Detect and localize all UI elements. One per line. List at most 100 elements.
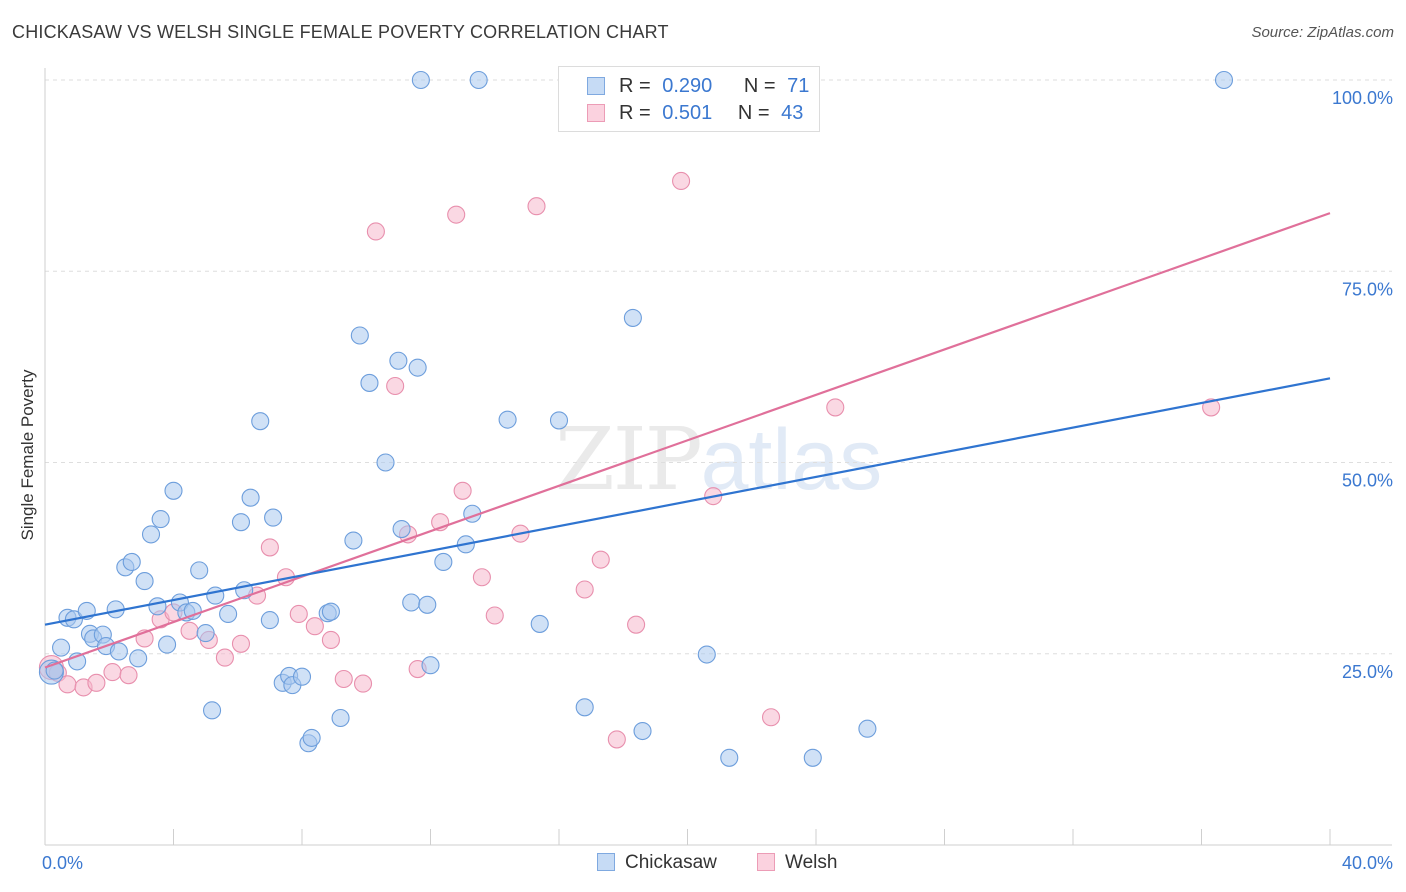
welsh-points — [38, 70, 1221, 749]
gridlines — [45, 79, 1392, 655]
chart-title: CHICKASAW VS WELSH SINGLE FEMALE POVERTY… — [12, 22, 669, 42]
chickasaw-point — [633, 721, 652, 741]
chickasaw-point — [219, 604, 238, 624]
welsh-point — [607, 730, 626, 749]
bottom-legend-chickasaw-label: Chickasaw — [625, 852, 717, 873]
chickasaw-point — [411, 70, 430, 90]
stats-legend: R = 0.290 N = 71 R = 0.501 N = 43 — [558, 66, 820, 132]
chickasaw-point — [135, 572, 154, 591]
bottom-legend-welsh-label: Welsh — [785, 852, 838, 873]
welsh-r-value: 0.501 — [662, 102, 713, 124]
legend-n-label: N = — [743, 75, 776, 97]
chickasaw-point — [408, 358, 427, 377]
chickasaw-point — [858, 719, 877, 738]
welsh-point — [180, 621, 199, 640]
welsh-point — [447, 205, 466, 224]
chickasaw-point — [575, 698, 594, 717]
chickasaw-point — [549, 411, 569, 430]
chickasaw-point — [302, 728, 321, 747]
chickasaw-point — [1214, 70, 1234, 90]
welsh-point — [1202, 398, 1221, 417]
chickasaw-swatch — [597, 853, 615, 871]
chickasaw-point — [164, 481, 183, 500]
chickasaw-trend-line — [44, 377, 1331, 626]
chickasaw-point — [321, 602, 340, 621]
chickasaw-point — [498, 410, 517, 429]
legend-r-label: R = — [619, 102, 651, 124]
bottom-legend-welsh: Welsh — [757, 852, 837, 874]
welsh-n-value: 43 — [781, 102, 804, 124]
y-tick-label: 75.0% — [1342, 279, 1393, 299]
chickasaw-point — [52, 638, 71, 657]
welsh-point — [353, 674, 373, 693]
welsh-swatch — [587, 104, 605, 122]
welsh-point — [334, 669, 353, 689]
chickasaw-swatch — [587, 77, 605, 95]
y-tick-label: 100.0% — [1332, 88, 1393, 108]
chickasaw-point — [344, 531, 363, 550]
chickasaw-point — [122, 552, 141, 572]
welsh-point — [591, 550, 610, 569]
y-tick-label: 25.0% — [1342, 662, 1393, 682]
welsh-point — [305, 617, 324, 636]
welsh-point — [575, 580, 594, 599]
welsh-point — [826, 398, 845, 417]
axes — [44, 68, 1392, 846]
x-tick-label-max: 40.0% — [1342, 853, 1393, 873]
chickasaw-point — [151, 510, 170, 529]
watermark: ZIPatlas — [555, 410, 882, 510]
chickasaw-point — [141, 525, 161, 544]
chickasaw-point — [251, 412, 270, 431]
welsh-trend-line — [44, 212, 1331, 669]
x-tick-label-min: 0.0% — [42, 853, 83, 873]
legend-n-label: N = — [737, 102, 770, 124]
chickasaw-point — [421, 656, 440, 675]
chickasaw-point — [264, 508, 283, 527]
chickasaw-point — [418, 595, 437, 614]
chickasaw-point — [469, 70, 488, 90]
welsh-point — [672, 171, 691, 191]
chickasaw-point — [129, 649, 148, 668]
welsh-point — [260, 538, 279, 557]
chickasaw-point — [231, 513, 251, 532]
chickasaw-point — [148, 597, 167, 616]
watermark-atlas: atlas — [700, 412, 883, 508]
chickasaw-point — [331, 708, 350, 728]
welsh-point — [527, 197, 546, 216]
chickasaw-point — [350, 326, 369, 345]
welsh-point — [103, 663, 122, 682]
chickasaw-point — [720, 748, 739, 767]
welsh-point — [119, 666, 138, 685]
y-tick-label: 50.0% — [1342, 471, 1393, 491]
chickasaw-point — [389, 351, 408, 370]
welsh-swatch — [757, 853, 775, 871]
source-credit: Source: ZipAtlas.com — [1251, 24, 1394, 41]
welsh-point — [366, 222, 385, 241]
chickasaw-point — [697, 645, 716, 664]
chickasaw-point — [402, 593, 421, 612]
chickasaw-point — [292, 667, 312, 686]
chickasaw-point — [109, 642, 128, 661]
chickasaw-points — [38, 70, 1234, 767]
welsh-point — [289, 604, 308, 624]
welsh-point — [215, 648, 234, 667]
welsh-point — [87, 673, 106, 692]
trend-lines — [44, 212, 1331, 669]
welsh-point — [386, 376, 405, 396]
chickasaw-point — [623, 308, 642, 327]
welsh-point — [453, 481, 472, 500]
chickasaw-point — [190, 561, 209, 580]
chickasaw-point — [196, 624, 215, 643]
chickasaw-point — [530, 614, 549, 633]
chickasaw-point — [183, 601, 202, 620]
chickasaw-point — [360, 373, 379, 392]
chickasaw-point — [158, 635, 177, 654]
welsh-point — [231, 634, 251, 653]
welsh-point — [485, 606, 504, 625]
chickasaw-point — [203, 701, 222, 720]
chickasaw-point — [392, 520, 411, 539]
chickasaw-point — [260, 611, 279, 630]
chickasaw-point — [206, 586, 225, 605]
chickasaw-r-value: 0.290 — [662, 75, 713, 97]
